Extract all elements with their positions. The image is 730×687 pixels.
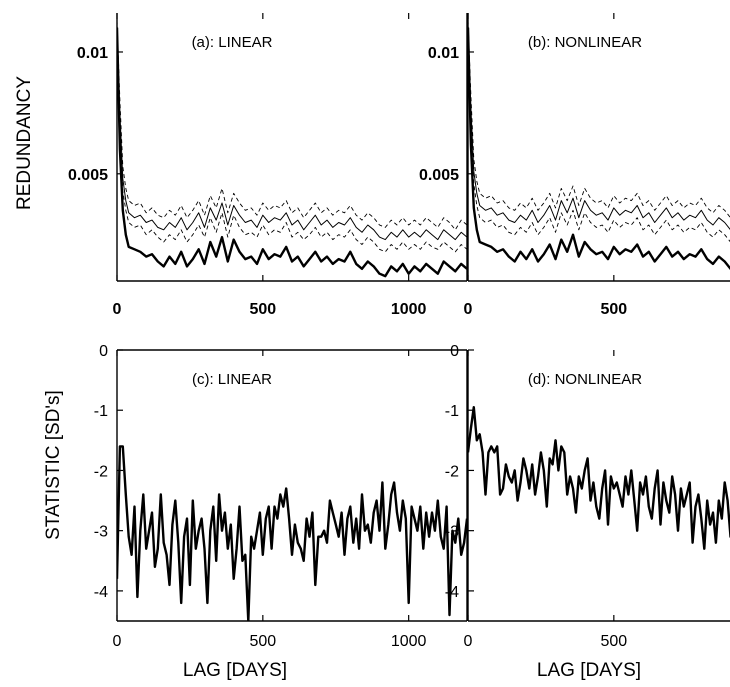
panel-d-ytick-label: -4 bbox=[445, 584, 459, 601]
panel-a-ytick-label: 0.01 bbox=[77, 45, 108, 62]
panel-c-ytick-label: 0 bbox=[99, 343, 108, 360]
panel-a-series-line bbox=[117, 20, 467, 231]
panel-c-ytick-label: -1 bbox=[94, 403, 108, 420]
panel-d-series-line bbox=[468, 406, 730, 550]
panel-c-xtick-label: 0 bbox=[113, 633, 122, 650]
panel-b-series-line bbox=[468, 20, 730, 218]
panel-b-annotation: (b): NONLINEAR bbox=[528, 34, 642, 51]
panel-a-ytick-label: 0.005 bbox=[68, 167, 108, 184]
panel-b-series-line bbox=[468, 27, 730, 270]
panel-c-ytick-label: -3 bbox=[94, 524, 108, 541]
panel-d-ytick-label: -2 bbox=[445, 463, 459, 480]
panel-a-series-line bbox=[117, 34, 467, 253]
panel-a-series-line bbox=[117, 27, 467, 278]
panel-b-series-line bbox=[468, 25, 730, 230]
panel-c-xtick-label: 500 bbox=[249, 633, 276, 650]
panel-d-ytick-label: -1 bbox=[445, 403, 459, 420]
panel-c: 0 500 1000 0 -1 -2 -3 -4 (c): LINEAR bbox=[94, 343, 468, 650]
panel-d-ytick-label: -3 bbox=[445, 524, 459, 541]
panel-d-annotation: (d): NONLINEAR bbox=[528, 371, 642, 388]
panel-b-xtick-label: 500 bbox=[600, 301, 627, 318]
panel-c-series-line bbox=[117, 445, 467, 621]
panel-a: 0 500 1000 0.005 0.01 (a): LINEAR bbox=[68, 13, 468, 318]
panel-c-ytick-label: -4 bbox=[94, 584, 108, 601]
panel-a-xtick-label: 500 bbox=[249, 301, 276, 318]
ylabel-redundancy: REDUNDANCY bbox=[14, 76, 35, 210]
panel-b-ytick-label: 0.005 bbox=[419, 167, 459, 184]
panel-b-xtick-label: 0 bbox=[464, 301, 473, 318]
panel-a-series-line bbox=[117, 25, 467, 241]
panel-d-xtick-label: 500 bbox=[600, 633, 627, 650]
panel-d-ytick-label: 0 bbox=[450, 343, 459, 360]
panel-b-series-line bbox=[468, 32, 730, 243]
ylabel-statistic: STATISTIC [SD's] bbox=[43, 390, 64, 540]
panel-a-xtick-label: 0 bbox=[113, 301, 122, 318]
panel-c-xtick-label: 1000 bbox=[391, 633, 427, 650]
panel-a-annotation: (a): LINEAR bbox=[192, 34, 273, 51]
panel-d-xtick-label: 0 bbox=[464, 633, 473, 650]
panel-c-ytick-label: -2 bbox=[94, 463, 108, 480]
xlabel-right: LAG [DAYS] bbox=[537, 660, 641, 681]
panel-a-xtick-label: 1000 bbox=[391, 301, 427, 318]
xlabel-left: LAG [DAYS] bbox=[183, 660, 287, 681]
panel-b-ytick-label: 0.01 bbox=[428, 45, 459, 62]
panel-c-annotation: (c): LINEAR bbox=[192, 371, 272, 388]
